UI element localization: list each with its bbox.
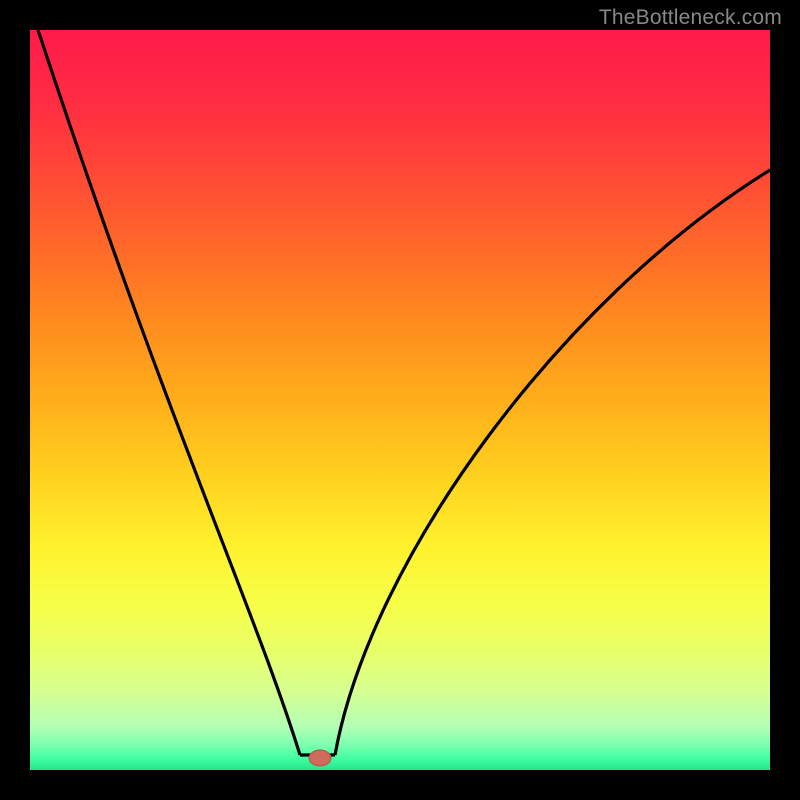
optimal-marker bbox=[309, 750, 331, 766]
watermark-text: TheBottleneck.com bbox=[599, 6, 782, 30]
chart-plot-background bbox=[30, 30, 770, 770]
chart-container: TheBottleneck.com bbox=[0, 0, 800, 800]
bottleneck-chart bbox=[0, 0, 800, 800]
